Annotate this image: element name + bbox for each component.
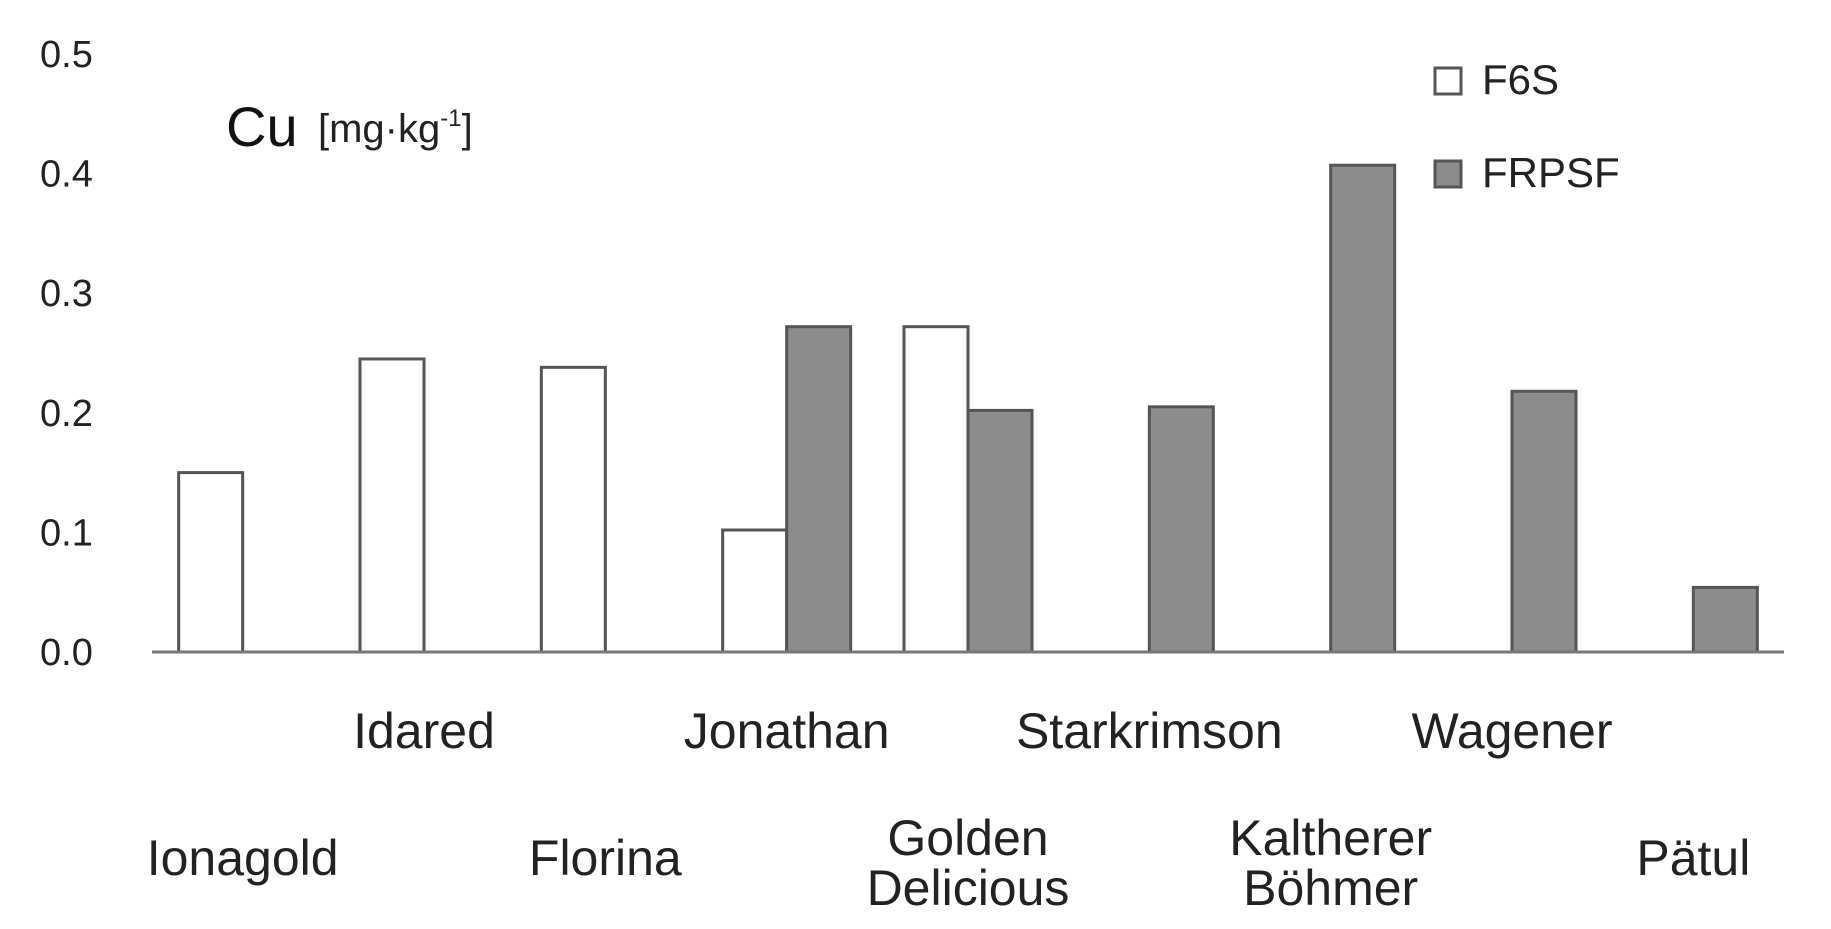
bar-frpsf <box>1691 585 1759 654</box>
category-label: Starkrimson <box>1016 703 1283 759</box>
legend: F6S FRPSF <box>1433 56 1620 196</box>
bar-frpsf <box>785 325 853 654</box>
legend-label-frpsf: FRPSF <box>1482 149 1620 196</box>
category-label: Pätul <box>1636 830 1750 886</box>
bars <box>177 163 1759 654</box>
y-tick-label: 0.5 <box>40 34 93 76</box>
legend-label-f6s: F6S <box>1482 56 1559 103</box>
category-label: Kaltherer Böhmer <box>1229 810 1432 916</box>
category-label: Jonathan <box>684 703 890 759</box>
y-tick-label: 0.4 <box>40 154 93 196</box>
bar-f6s <box>358 357 426 654</box>
bar-frpsf <box>966 408 1034 654</box>
legend-swatch-f6s <box>1433 66 1463 96</box>
y-tick-label: 0.1 <box>40 512 93 554</box>
y-axis-ticks: 0.0 0.1 0.2 0.3 0.4 0.5 <box>40 34 93 674</box>
bar-f6s <box>902 325 970 654</box>
y-axis-label: Cu [mg·kg-1] <box>226 95 473 158</box>
bar-f6s <box>539 365 607 654</box>
category-label: Golden Delicious <box>867 810 1070 916</box>
bar-frpsf <box>1329 163 1397 654</box>
y-tick-label: 0.2 <box>40 393 93 435</box>
category-labels: Ionagold Idared Florina Jonathan Golden Delic… <box>147 703 1751 916</box>
y-axis-label-main: Cu <box>226 95 298 158</box>
bar-f6s <box>721 528 789 654</box>
category-label: Florina <box>529 830 682 886</box>
bar-frpsf <box>1147 405 1215 654</box>
legend-swatch-frpsf <box>1433 159 1463 189</box>
category-label: Idared <box>353 703 495 759</box>
bar-frpsf <box>1510 389 1578 654</box>
y-tick-label: 0.0 <box>40 632 93 674</box>
y-tick-label: 0.3 <box>40 273 93 315</box>
bar-f6s <box>177 471 245 654</box>
category-label: Ionagold <box>147 830 339 886</box>
y-axis-label-unit: [mg·kg-1] <box>318 105 473 151</box>
category-label: Wagener <box>1411 703 1612 759</box>
